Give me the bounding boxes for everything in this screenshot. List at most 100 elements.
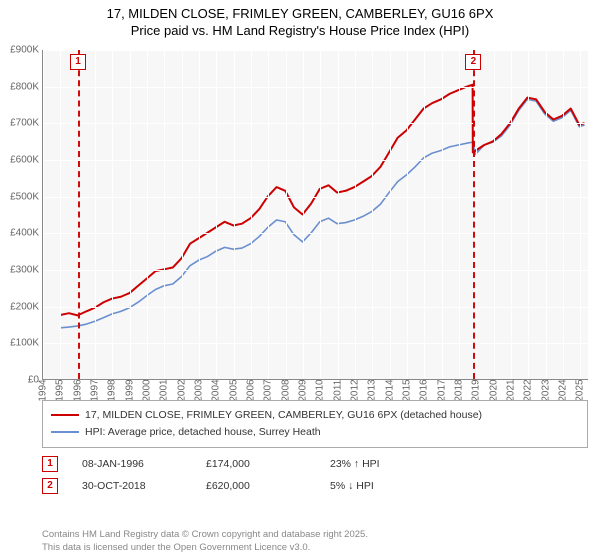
gridline-v — [112, 50, 113, 379]
gridline-h — [43, 307, 588, 308]
gridline-v — [147, 50, 148, 379]
sale-date-2: 30-OCT-2018 — [82, 480, 182, 492]
gridline-h — [43, 123, 588, 124]
gridline-v — [216, 50, 217, 379]
series-price-paid — [60, 85, 584, 316]
x-axis-label: 2017 — [436, 379, 447, 401]
gridline-v — [528, 50, 529, 379]
gridline-v — [424, 50, 425, 379]
event-marker-line — [78, 50, 80, 379]
x-axis-label: 2011 — [332, 380, 343, 402]
gridline-v — [476, 50, 477, 379]
y-axis-label: £500K — [10, 191, 39, 202]
sale-price-1: £174,000 — [206, 458, 306, 470]
event-marker-line — [473, 50, 475, 379]
sale-badge-2: 2 — [42, 478, 58, 494]
gridline-v — [511, 50, 512, 379]
x-axis-label: 2019 — [471, 379, 482, 401]
x-axis-label: 2025 — [575, 379, 586, 401]
x-axis-label: 2007 — [263, 379, 274, 401]
y-axis-label: £900K — [10, 45, 39, 56]
x-axis-label: 1998 — [107, 379, 118, 401]
y-axis-label: £600K — [10, 155, 39, 166]
x-axis-label: 2015 — [402, 379, 413, 401]
x-axis-label: 2003 — [194, 379, 205, 401]
title-line-1: 17, MILDEN CLOSE, FRIMLEY GREEN, CAMBERL… — [10, 6, 590, 23]
gridline-h — [43, 270, 588, 271]
x-axis-label: 1996 — [72, 379, 83, 401]
gridline-v — [546, 50, 547, 379]
event-marker-badge: 1 — [70, 54, 86, 70]
gridline-v — [407, 50, 408, 379]
gridline-v — [199, 50, 200, 379]
x-axis-label: 2000 — [142, 379, 153, 401]
footer-line-1: Contains HM Land Registry data © Crown c… — [42, 529, 588, 541]
y-axis-label: £100K — [10, 338, 39, 349]
x-axis-label: 2001 — [159, 379, 170, 401]
x-axis-label: 2018 — [454, 379, 465, 401]
y-axis-label: £200K — [10, 301, 39, 312]
gridline-v — [372, 50, 373, 379]
y-axis-label: £300K — [10, 265, 39, 276]
x-axis-label: 1995 — [55, 379, 66, 401]
gridline-v — [459, 50, 460, 379]
x-axis-label: 2002 — [176, 379, 187, 401]
x-axis-label: 2021 — [506, 379, 517, 401]
legend-swatch-price — [51, 414, 79, 416]
series-hpi — [60, 99, 584, 328]
x-axis-label: 1997 — [90, 379, 101, 401]
sale-badge-1: 1 — [42, 456, 58, 472]
gridline-v — [60, 50, 61, 379]
chart-area: £0£100K£200K£300K£400K£500K£600K£700K£80… — [42, 50, 588, 380]
x-axis-label: 2004 — [211, 379, 222, 401]
legend-label-price: 17, MILDEN CLOSE, FRIMLEY GREEN, CAMBERL… — [85, 407, 482, 424]
legend-swatch-hpi — [51, 431, 79, 433]
y-axis-label: £700K — [10, 118, 39, 129]
legend-label-hpi: HPI: Average price, detached house, Surr… — [85, 424, 321, 441]
gridline-v — [390, 50, 391, 379]
x-axis-label: 2010 — [315, 379, 326, 401]
gridline-v — [234, 50, 235, 379]
y-axis-label: £400K — [10, 228, 39, 239]
gridline-h — [43, 343, 588, 344]
gridline-h — [43, 87, 588, 88]
gridline-v — [563, 50, 564, 379]
legend-row-1: 17, MILDEN CLOSE, FRIMLEY GREEN, CAMBERL… — [51, 407, 579, 424]
event-marker-badge: 2 — [465, 54, 481, 70]
legend-box: 17, MILDEN CLOSE, FRIMLEY GREEN, CAMBERL… — [42, 400, 588, 448]
x-axis-label: 2005 — [228, 379, 239, 401]
y-axis-label: £800K — [10, 81, 39, 92]
footer-line-2: This data is licensed under the Open Gov… — [42, 542, 588, 554]
gridline-v — [338, 50, 339, 379]
x-axis-label: 1994 — [38, 379, 49, 401]
gridline-v — [43, 50, 44, 379]
plot-region: £0£100K£200K£300K£400K£500K£600K£700K£80… — [42, 50, 588, 380]
series-svg — [43, 50, 588, 379]
gridline-h — [43, 233, 588, 234]
sale-row-1: 1 08-JAN-1996 £174,000 23% ↑ HPI — [42, 456, 588, 472]
x-axis-label: 2013 — [367, 379, 378, 401]
gridline-v — [580, 50, 581, 379]
gridline-v — [320, 50, 321, 379]
x-axis-label: 2009 — [298, 379, 309, 401]
gridline-v — [95, 50, 96, 379]
sales-block: 1 08-JAN-1996 £174,000 23% ↑ HPI 2 30-OC… — [42, 450, 588, 500]
chart-title-block: 17, MILDEN CLOSE, FRIMLEY GREEN, CAMBERL… — [0, 0, 600, 42]
legend-row-2: HPI: Average price, detached house, Surr… — [51, 424, 579, 441]
x-axis-label: 2020 — [488, 379, 499, 401]
gridline-v — [442, 50, 443, 379]
x-axis-label: 2024 — [558, 379, 569, 401]
gridline-v — [164, 50, 165, 379]
x-axis-label: 2014 — [384, 379, 395, 401]
sale-date-1: 08-JAN-1996 — [82, 458, 182, 470]
gridline-v — [182, 50, 183, 379]
x-axis-label: 2016 — [419, 379, 430, 401]
x-axis-label: 2023 — [540, 379, 551, 401]
x-axis-label: 2012 — [350, 379, 361, 401]
gridline-v — [494, 50, 495, 379]
sale-delta-1: 23% ↑ HPI — [330, 458, 430, 470]
gridline-v — [268, 50, 269, 379]
x-axis-label: 2006 — [246, 379, 257, 401]
footer-attribution: Contains HM Land Registry data © Crown c… — [42, 529, 588, 554]
sale-delta-2: 5% ↓ HPI — [330, 480, 430, 492]
